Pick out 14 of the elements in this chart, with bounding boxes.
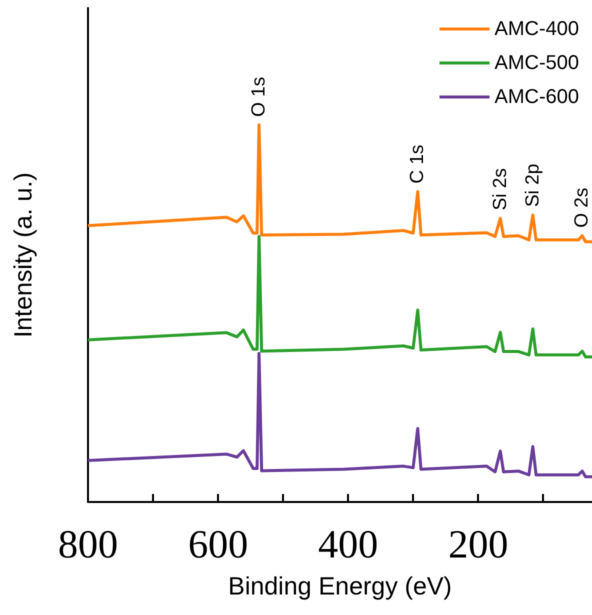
annotation: Si 2s	[490, 168, 511, 210]
annotation: C 1s	[407, 144, 428, 184]
x-tick-label: 200	[448, 522, 508, 566]
annotation: Si 2p	[522, 164, 544, 208]
annotation: O 1s	[248, 76, 270, 117]
legend-label: AMC-400	[494, 18, 580, 40]
x-tick-label: 800	[58, 522, 118, 566]
y-axis-title: Intensity (a. u.)	[10, 172, 38, 338]
x-tick-label: 600	[188, 522, 248, 566]
x-tick-label: 400	[318, 522, 378, 566]
annotation: O 2s	[572, 188, 592, 228]
x-axis-title: Binding Energy (eV)	[228, 572, 452, 600]
legend-label: AMC-500	[494, 52, 580, 74]
legend-label: AMC-600	[494, 86, 580, 108]
